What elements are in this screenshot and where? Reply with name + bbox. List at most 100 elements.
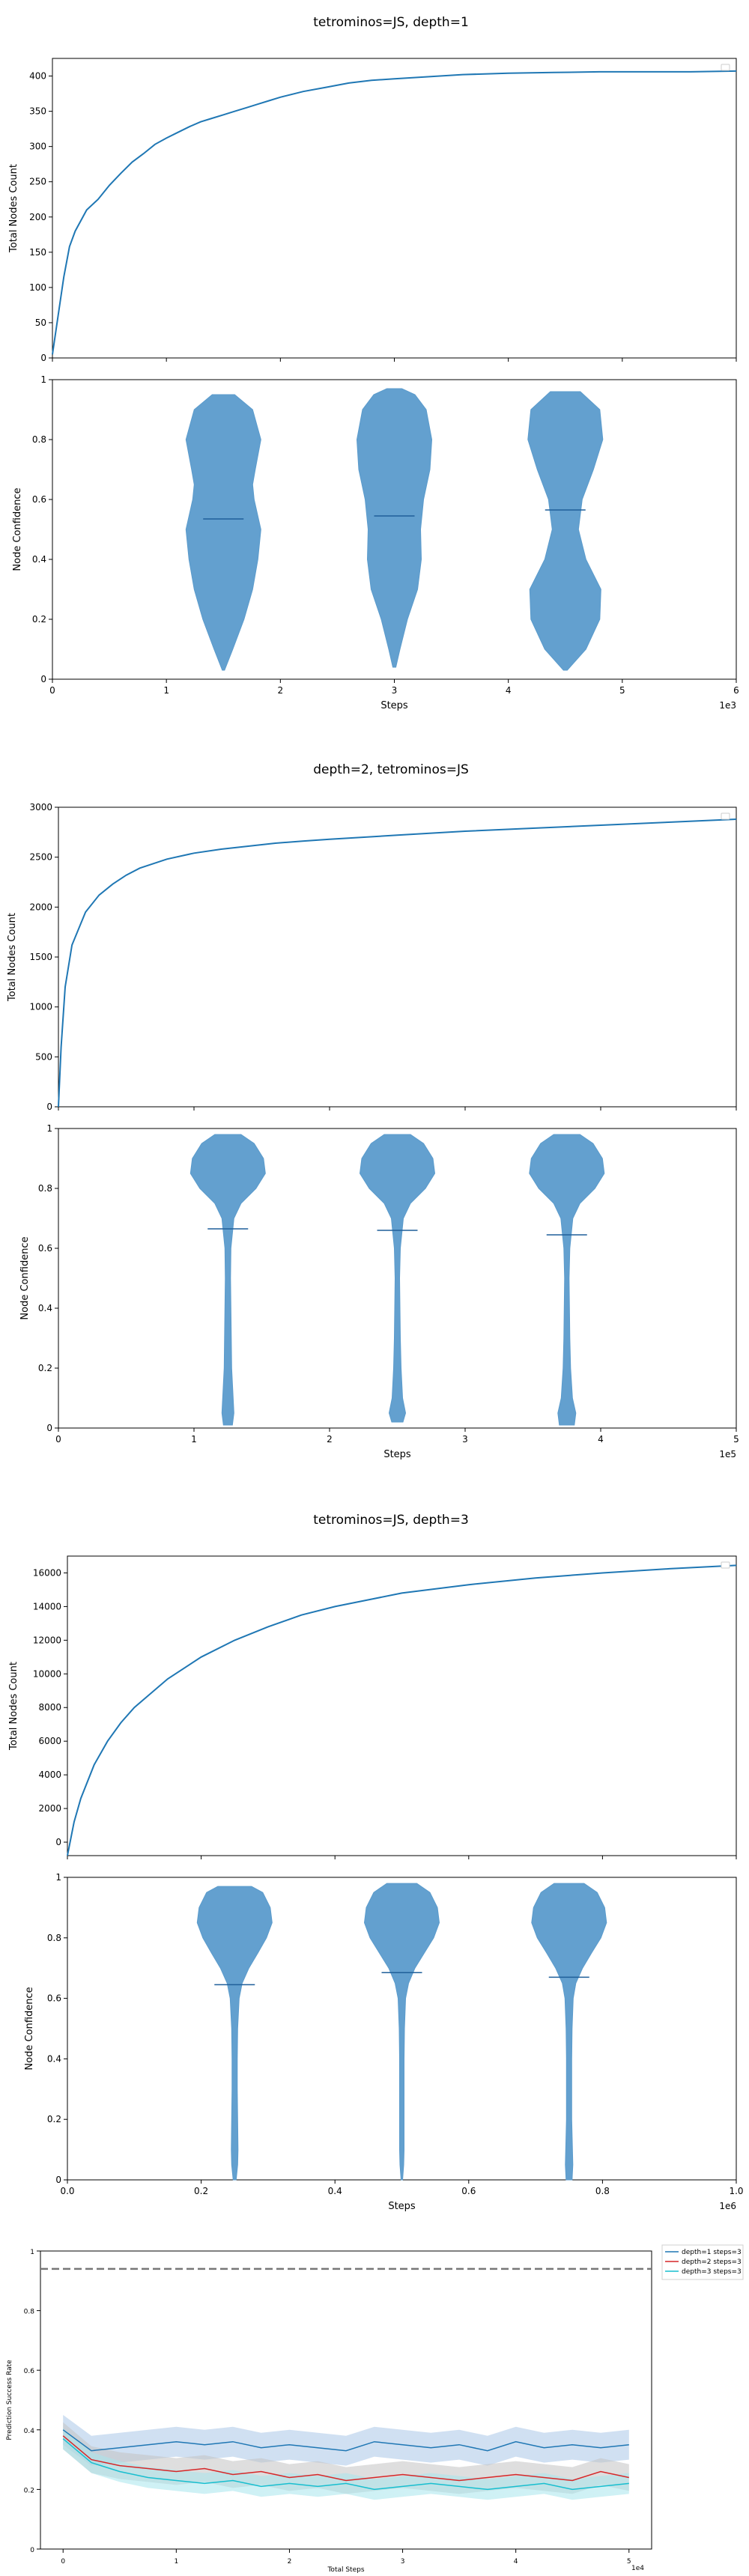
y-tick-label: 1 bbox=[55, 1872, 61, 1883]
y-tick-label: 1 bbox=[40, 374, 46, 385]
legend-box bbox=[661, 2244, 744, 2280]
legend-box bbox=[721, 1561, 730, 1569]
violin-body bbox=[189, 1134, 266, 1426]
y-tick-label: 250 bbox=[29, 177, 46, 187]
y-axis-label: Total Nodes Count bbox=[8, 164, 19, 253]
x-tick-label: 0.0 bbox=[60, 2186, 74, 2196]
violin-body bbox=[531, 1883, 607, 2181]
x-axis-multiplier: 1e5 bbox=[719, 1449, 736, 1459]
y-tick-label: 0.6 bbox=[47, 1993, 61, 2004]
y-tick-label: 2000 bbox=[29, 902, 52, 912]
x-tick-label: 0 bbox=[61, 2558, 65, 2566]
series-line bbox=[67, 1564, 737, 1856]
y-tick-label: 14000 bbox=[33, 1601, 61, 1611]
x-tick-label: 4 bbox=[514, 2558, 518, 2566]
y-tick-label: 350 bbox=[29, 106, 46, 117]
y-tick-label: 0 bbox=[55, 2175, 61, 2185]
x-tick-label: 1.0 bbox=[729, 2186, 743, 2196]
y-tick-label: 0.2 bbox=[38, 1363, 52, 1373]
x-tick-label: 0.4 bbox=[328, 2186, 342, 2196]
y-axis-label: Prediction Success Rate bbox=[6, 2360, 13, 2440]
x-tick-label: 5 bbox=[619, 685, 625, 696]
y-tick-label: 50 bbox=[35, 318, 46, 328]
y-tick-label: 0 bbox=[46, 1102, 52, 1112]
violin-body bbox=[529, 1134, 605, 1426]
plot-frame bbox=[52, 58, 737, 359]
confidence-violin-panel-depth1: 0 0.2 0.4 0.6 0.8 1 0 1 2 3 4 5 6 Node Confidence Step… bbox=[12, 374, 739, 711]
violin-body bbox=[356, 388, 433, 668]
y-tick-label: 0.2 bbox=[24, 2487, 34, 2494]
legend-box bbox=[721, 812, 730, 820]
x-tick-label: 6 bbox=[733, 685, 739, 696]
y-tick-label: 2000 bbox=[38, 1803, 61, 1814]
x-tick-label: 1 bbox=[191, 1434, 197, 1445]
y-tick-label: 4000 bbox=[38, 1770, 61, 1780]
series-band bbox=[63, 2428, 629, 2500]
y-tick-label: 0.2 bbox=[32, 614, 46, 625]
legend-entry: depth=2 steps=3 bbox=[682, 2258, 742, 2266]
y-tick-label: 16000 bbox=[33, 1567, 61, 1578]
x-tick-label: 2 bbox=[278, 685, 284, 696]
y-tick-label: 0.4 bbox=[32, 554, 46, 565]
x-tick-label: 2 bbox=[327, 1434, 333, 1445]
chart-title-depth2: depth=2, tetrominos=JS bbox=[313, 762, 469, 777]
violin-body bbox=[527, 391, 604, 671]
y-tick-label: 100 bbox=[29, 282, 46, 293]
y-tick-label: 300 bbox=[29, 142, 46, 152]
x-tick-label: 5 bbox=[627, 2558, 631, 2566]
y-tick-label: 0.8 bbox=[32, 434, 46, 445]
y-tick-label: 0.4 bbox=[38, 1303, 52, 1313]
x-axis-multiplier: 1e6 bbox=[719, 2201, 736, 2211]
y-axis-label: Total Nodes Count bbox=[7, 913, 18, 1002]
y-axis-label: Total Nodes Count bbox=[8, 1662, 19, 1751]
y-tick-label: 0 bbox=[46, 1423, 52, 1433]
x-tick-label: 1 bbox=[174, 2558, 178, 2566]
node-count-panel-depth1: 0 50 100 150 200 250 300 350 400 Total Nodes Coun… bbox=[8, 58, 737, 363]
prediction-success-panel: 0 0.2 0.4 0.6 0.8 1 0 1 2 3 4 5 Prediction Success R… bbox=[6, 2244, 744, 2574]
y-tick-label: 3000 bbox=[29, 802, 52, 812]
y-axis-label: Node Confidence bbox=[12, 487, 23, 571]
x-tick-label: 3 bbox=[392, 685, 398, 696]
y-tick-label: 200 bbox=[29, 212, 46, 222]
x-tick-label: 4 bbox=[506, 685, 512, 696]
violin-body bbox=[359, 1134, 436, 1423]
y-axis-label: Node Confidence bbox=[19, 1236, 31, 1319]
y-tick-label: 1 bbox=[30, 2249, 34, 2256]
legend-entry: depth=3 steps=3 bbox=[682, 2268, 742, 2276]
y-tick-label: 6000 bbox=[38, 1736, 61, 1746]
chart-title-depth3: tetrominos=JS, depth=3 bbox=[313, 1513, 469, 1528]
y-tick-label: 0.8 bbox=[47, 1933, 61, 1943]
y-tick-label: 0.6 bbox=[32, 494, 46, 505]
series-line bbox=[52, 70, 737, 355]
y-tick-label: 1000 bbox=[29, 1002, 52, 1012]
x-axis-label: Steps bbox=[383, 1449, 411, 1460]
legend-entry: depth=1 steps=3 bbox=[682, 2249, 742, 2256]
x-tick-label: 0 bbox=[49, 685, 55, 696]
x-axis-multiplier: 1e3 bbox=[719, 700, 736, 711]
x-tick-label: 0.8 bbox=[595, 2186, 610, 2196]
y-tick-label: 400 bbox=[29, 71, 46, 82]
series-line bbox=[62, 2429, 629, 2452]
y-tick-label: 1500 bbox=[29, 952, 52, 962]
node-count-panel-depth3: 0 2000 4000 6000 8000 10000 12000 14000 16000 Tot… bbox=[8, 1555, 737, 1859]
plot-frame bbox=[40, 2250, 652, 2550]
x-axis-multiplier: 1e4 bbox=[631, 2565, 644, 2572]
x-tick-label: 3 bbox=[401, 2558, 405, 2566]
y-tick-label: 150 bbox=[29, 247, 46, 258]
y-tick-label: 0 bbox=[40, 674, 46, 684]
x-axis-label: Total Steps bbox=[327, 2566, 364, 2574]
y-tick-label: 0.4 bbox=[47, 2053, 61, 2064]
plot-frame bbox=[58, 1128, 737, 1429]
legend-box bbox=[721, 64, 730, 71]
violin-body bbox=[185, 394, 261, 671]
series-line bbox=[62, 2435, 629, 2482]
x-tick-label: 5 bbox=[733, 1434, 739, 1445]
y-tick-label: 0.8 bbox=[38, 1183, 52, 1194]
y-tick-label: 10000 bbox=[33, 1668, 61, 1679]
node-count-panel-depth2: 0 500 1000 1500 2000 2500 3000 Total Nodes Coun… bbox=[7, 802, 737, 1112]
violin-body bbox=[196, 1886, 273, 2181]
y-tick-label: 0.6 bbox=[24, 2368, 35, 2375]
plot-frame bbox=[67, 1555, 737, 1856]
y-tick-label: 0 bbox=[55, 1837, 61, 1847]
